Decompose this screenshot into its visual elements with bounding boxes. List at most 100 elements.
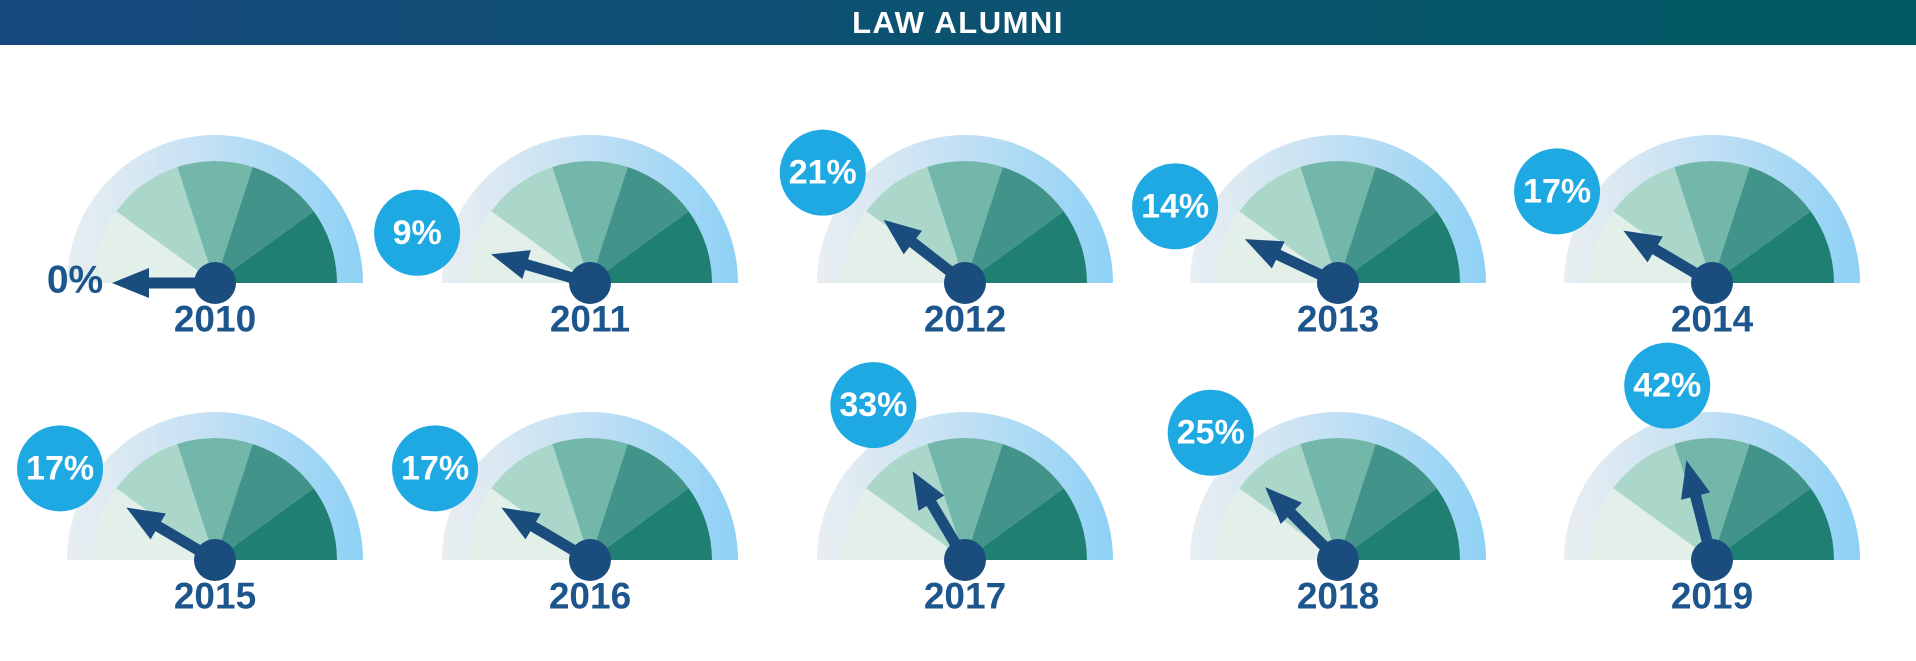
gauge-outer-ring — [1190, 135, 1486, 283]
gauge-hub — [569, 262, 611, 304]
year-label: 2011 — [550, 299, 630, 340]
percent-label: 9% — [393, 214, 442, 252]
percent-label: 42% — [1633, 367, 1701, 405]
percent-badge — [1167, 389, 1254, 476]
gauge-segment-3 — [177, 438, 253, 560]
gauge-segment-5 — [1712, 488, 1834, 560]
gauge-hub — [944, 539, 986, 581]
year-label: 2018 — [1297, 576, 1379, 617]
year-label: 2013 — [1297, 299, 1379, 340]
gauge-segment-3 — [1674, 438, 1750, 560]
gauge-segment-5 — [215, 211, 337, 283]
percent-label: 33% — [839, 386, 907, 424]
gauge-2013: 14% 2013 — [1132, 135, 1486, 340]
gauge-segment-3 — [927, 438, 1003, 560]
gauge-segment-3 — [1300, 161, 1376, 283]
percent-label: 17% — [26, 449, 94, 487]
percent-label: 21% — [789, 154, 857, 192]
year-label: 2014 — [1671, 299, 1754, 340]
gauge-outer-ring — [442, 412, 738, 560]
gauge-segment-2 — [491, 443, 590, 560]
percent-badge — [779, 129, 866, 216]
percent-badge — [374, 189, 461, 276]
gauge-outer-ring — [1190, 412, 1486, 560]
year-label: 2010 — [174, 299, 256, 340]
gauge-segment-1 — [1590, 488, 1712, 560]
gauge-segment-5 — [590, 211, 712, 283]
gauge-2018: 25% 2018 — [1167, 389, 1486, 617]
gauge-segment-4 — [590, 443, 689, 560]
header-bar: LAW ALUMNI — [0, 0, 1916, 45]
gauge-segment-5 — [965, 488, 1087, 560]
gauge-outer-ring — [442, 135, 738, 283]
gauge-hub — [1691, 262, 1733, 304]
gauge-segment-2 — [491, 166, 590, 283]
gauge-segment-4 — [215, 443, 314, 560]
percent-label: 17% — [401, 449, 469, 487]
gauge-outer-ring — [67, 135, 363, 283]
gauge-outer-ring — [817, 135, 1113, 283]
gauge-2015: 17% 2015 — [17, 412, 363, 617]
gauge-hub — [194, 262, 236, 304]
gauge-segment-5 — [1338, 488, 1460, 560]
gauge-segment-3 — [1674, 161, 1750, 283]
gauge-segment-2 — [866, 166, 965, 283]
gauge-segment-2 — [116, 166, 215, 283]
gauge-segment-2 — [1613, 443, 1712, 560]
gauge-segment-5 — [1712, 211, 1834, 283]
gauge-segment-1 — [93, 211, 215, 283]
year-label: 2019 — [1671, 576, 1753, 617]
year-label: 2016 — [549, 576, 631, 617]
gauge-segment-5 — [1338, 211, 1460, 283]
gauge-segment-1 — [468, 211, 590, 283]
gauge-segment-2 — [1613, 166, 1712, 283]
gauge-segment-3 — [552, 438, 628, 560]
gauge-segment-1 — [843, 488, 965, 560]
gauge-2016: 17% 2016 — [392, 412, 738, 617]
percent-label: 14% — [1141, 187, 1209, 225]
gauge-hub — [194, 539, 236, 581]
gauge-segment-4 — [1338, 166, 1437, 283]
page-title: LAW ALUMNI — [852, 5, 1064, 40]
gauge-segment-4 — [215, 166, 314, 283]
gauge-segment-5 — [590, 488, 712, 560]
gauge-segment-4 — [965, 166, 1064, 283]
percent-badge — [17, 425, 104, 512]
gauge-hub — [1317, 262, 1359, 304]
gauge-2012: 21% 2012 — [779, 129, 1113, 340]
gauge-segment-2 — [1239, 166, 1338, 283]
gauge-2014: 17% 2014 — [1514, 135, 1860, 340]
gauge-2011: 9% 2011 — [374, 135, 738, 340]
percent-label: 25% — [1177, 414, 1245, 452]
gauge-segment-4 — [1338, 443, 1437, 560]
gauge-segment-4 — [590, 166, 689, 283]
gauge-hub — [944, 262, 986, 304]
gauge-hub — [1691, 539, 1733, 581]
gauge-segment-1 — [1216, 488, 1338, 560]
gauge-segment-3 — [927, 161, 1003, 283]
percent-label: 17% — [1523, 172, 1591, 210]
gauge-outer-ring — [1564, 135, 1860, 283]
gauge-outer-ring — [1564, 412, 1860, 560]
percent-badge — [1132, 163, 1219, 250]
percent-label: 0% — [47, 259, 103, 302]
gauge-segment-4 — [1712, 166, 1811, 283]
gauge-segment-5 — [215, 488, 337, 560]
percent-badge — [392, 425, 479, 512]
year-label: 2012 — [924, 299, 1006, 340]
gauge-2017: 33% 2017 — [817, 362, 1113, 617]
year-label: 2015 — [174, 576, 256, 617]
gauge-2019: 42% 2019 — [1564, 342, 1860, 617]
gauge-outer-ring — [817, 412, 1113, 560]
gauge-segment-2 — [116, 443, 215, 560]
gauge-segment-2 — [866, 443, 965, 560]
gauge-2010: 0% 2010 — [47, 135, 363, 340]
gauge-segment-3 — [552, 161, 628, 283]
gauge-segment-5 — [965, 211, 1087, 283]
gauge-segment-3 — [1300, 438, 1376, 560]
gauge-hub — [569, 539, 611, 581]
gauge-segment-4 — [965, 443, 1064, 560]
gauge-hub — [1317, 539, 1359, 581]
percent-badge — [830, 362, 917, 449]
